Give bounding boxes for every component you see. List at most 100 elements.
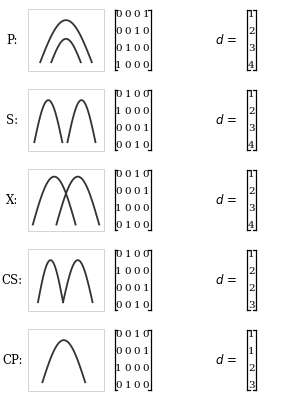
- Text: 0: 0: [134, 107, 140, 116]
- FancyBboxPatch shape: [28, 249, 104, 311]
- Text: 1: 1: [143, 187, 150, 196]
- Text: 4: 4: [248, 221, 255, 230]
- Text: 0: 0: [134, 204, 140, 213]
- Text: 0: 0: [134, 381, 140, 390]
- Text: 1: 1: [134, 330, 140, 339]
- Text: 0: 0: [143, 364, 150, 373]
- Text: 0: 0: [124, 10, 131, 19]
- Text: 1: 1: [248, 330, 255, 339]
- Text: 0: 0: [143, 250, 150, 259]
- Text: 0: 0: [143, 221, 150, 230]
- Text: 1: 1: [124, 221, 131, 230]
- Text: 1: 1: [143, 347, 150, 356]
- Text: 0: 0: [134, 187, 140, 196]
- Text: 0: 0: [134, 90, 140, 99]
- Text: $d\,=$: $d\,=$: [215, 193, 237, 207]
- Text: 0: 0: [115, 330, 122, 339]
- Text: 2: 2: [248, 267, 255, 276]
- Text: 1: 1: [248, 347, 255, 356]
- Text: 1: 1: [124, 44, 131, 53]
- Text: 0: 0: [143, 267, 150, 276]
- Text: 1: 1: [124, 90, 131, 99]
- Text: 4: 4: [248, 141, 255, 150]
- Text: 0: 0: [143, 107, 150, 116]
- FancyBboxPatch shape: [28, 329, 104, 391]
- Text: 0: 0: [124, 364, 131, 373]
- Text: 4: 4: [248, 61, 255, 70]
- Text: $d\,=$: $d\,=$: [215, 353, 237, 367]
- Text: 1: 1: [248, 10, 255, 19]
- Text: 0: 0: [124, 301, 131, 310]
- Text: P:: P:: [6, 34, 18, 46]
- Text: 0: 0: [115, 27, 122, 36]
- Text: 2: 2: [248, 27, 255, 36]
- Text: 0: 0: [124, 124, 131, 133]
- Text: CP:: CP:: [2, 354, 22, 366]
- Text: CS:: CS:: [2, 274, 23, 286]
- Text: 0: 0: [115, 250, 122, 259]
- Text: 0: 0: [143, 141, 150, 150]
- Text: 1: 1: [115, 107, 122, 116]
- FancyBboxPatch shape: [28, 9, 104, 71]
- Text: 3: 3: [248, 301, 255, 310]
- Text: 0: 0: [143, 90, 150, 99]
- Text: 0: 0: [143, 204, 150, 213]
- Text: 0: 0: [115, 44, 122, 53]
- Text: 1: 1: [134, 301, 140, 310]
- Text: 0: 0: [143, 170, 150, 179]
- Text: 3: 3: [248, 124, 255, 133]
- Text: 2: 2: [248, 187, 255, 196]
- Text: 2: 2: [248, 284, 255, 293]
- Text: 1: 1: [143, 10, 150, 19]
- FancyBboxPatch shape: [28, 89, 104, 151]
- Text: 0: 0: [143, 27, 150, 36]
- Text: 3: 3: [248, 44, 255, 53]
- FancyBboxPatch shape: [28, 169, 104, 231]
- Text: 1: 1: [134, 141, 140, 150]
- Text: 0: 0: [134, 61, 140, 70]
- Text: 0: 0: [115, 170, 122, 179]
- Text: 0: 0: [143, 44, 150, 53]
- Text: 0: 0: [124, 170, 131, 179]
- Text: 2: 2: [248, 364, 255, 373]
- Text: 2: 2: [248, 107, 255, 116]
- Text: 1: 1: [115, 204, 122, 213]
- Text: S:: S:: [6, 114, 18, 126]
- Text: 0: 0: [134, 221, 140, 230]
- Text: 1: 1: [248, 90, 255, 99]
- Text: 0: 0: [115, 124, 122, 133]
- Text: 1: 1: [115, 61, 122, 70]
- Text: $d\,=$: $d\,=$: [215, 33, 237, 47]
- Text: 0: 0: [134, 10, 140, 19]
- Text: 0: 0: [124, 204, 131, 213]
- Text: 0: 0: [115, 221, 122, 230]
- Text: 1: 1: [143, 124, 150, 133]
- Text: 0: 0: [115, 10, 122, 19]
- Text: 0: 0: [124, 141, 131, 150]
- Text: 0: 0: [143, 61, 150, 70]
- Text: 0: 0: [124, 284, 131, 293]
- Text: 0: 0: [143, 381, 150, 390]
- Text: 0: 0: [134, 284, 140, 293]
- Text: 0: 0: [143, 330, 150, 339]
- Text: 3: 3: [248, 204, 255, 213]
- Text: 1: 1: [124, 381, 131, 390]
- Text: 3: 3: [248, 381, 255, 390]
- Text: 0: 0: [115, 347, 122, 356]
- Text: 1: 1: [134, 27, 140, 36]
- Text: 0: 0: [115, 301, 122, 310]
- Text: 0: 0: [115, 381, 122, 390]
- Text: 0: 0: [124, 27, 131, 36]
- Text: 0: 0: [124, 61, 131, 70]
- Text: 0: 0: [124, 330, 131, 339]
- Text: 0: 0: [124, 347, 131, 356]
- Text: 1: 1: [115, 364, 122, 373]
- Text: 0: 0: [124, 187, 131, 196]
- Text: 1: 1: [124, 250, 131, 259]
- Text: 1: 1: [115, 267, 122, 276]
- Text: 0: 0: [134, 124, 140, 133]
- Text: 0: 0: [134, 267, 140, 276]
- Text: 1: 1: [248, 170, 255, 179]
- Text: 0: 0: [115, 90, 122, 99]
- Text: 0: 0: [115, 141, 122, 150]
